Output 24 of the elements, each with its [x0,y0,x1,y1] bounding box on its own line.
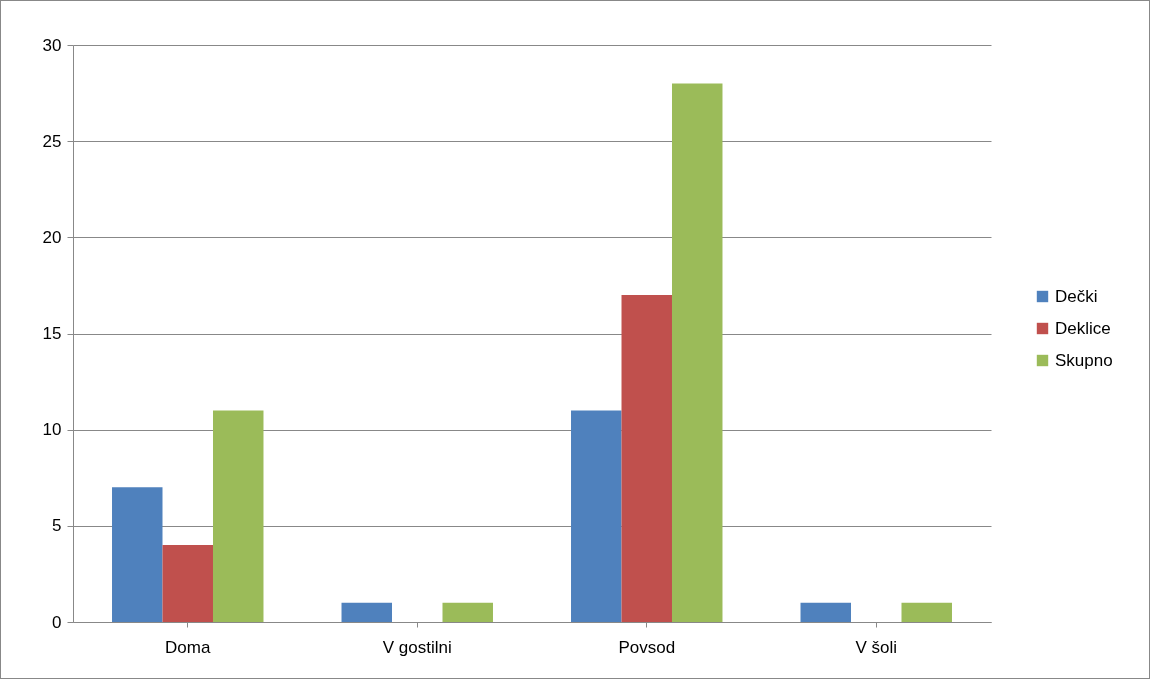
y-tick-label: 15 [42,324,62,343]
y-tick-label: 20 [42,227,62,247]
y-tick-label: 30 [42,35,62,55]
y-tick-label: 10 [42,420,62,440]
x-tick-label: V gostilni [382,637,452,657]
bar [442,602,493,622]
y-tick-label: 0 [52,612,62,632]
legend-label: Dečki [1055,286,1098,306]
x-tick-label: Povsod [618,637,676,657]
bar [341,602,393,622]
legend-label: Deklice [1055,318,1111,338]
bar [571,410,622,622]
legend-label: Skupno [1055,350,1113,370]
x-tick-label: Doma [165,637,211,657]
bar [212,410,264,622]
bar [112,487,163,622]
bar [901,602,952,622]
bar [800,602,852,622]
y-tick-label: 5 [52,516,62,536]
bar [621,295,672,622]
bar [162,545,213,622]
y-tick-label: 25 [42,131,62,151]
x-tick-label: V šoli [855,637,898,657]
bar [672,83,723,622]
